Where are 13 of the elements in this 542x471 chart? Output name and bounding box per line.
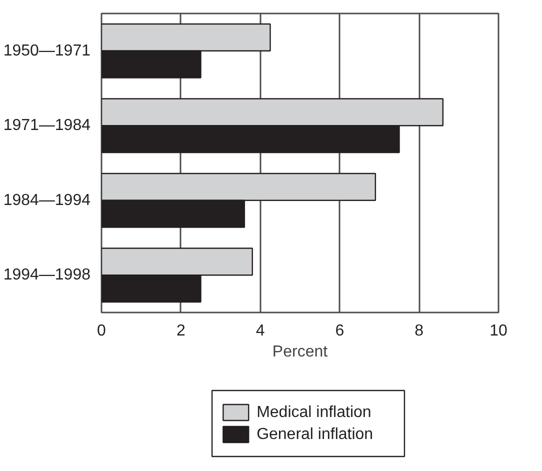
y-tick-label: 1950—1971 [3, 42, 91, 60]
y-tick-label: 1971—1984 [3, 117, 91, 134]
x-tick-label: 0 [97, 322, 106, 340]
legend-label: General inflation [256, 426, 374, 443]
x-tick-label: 2 [176, 322, 186, 340]
x-tick-label: 8 [414, 322, 424, 340]
y-tick-label: 1994—1998 [3, 266, 91, 284]
x-tick-label: 6 [335, 322, 344, 340]
x-tick-label: 10 [490, 322, 508, 340]
x-tick-label: 4 [256, 322, 265, 340]
y-tick-label: 1984—1994 [3, 192, 91, 209]
legend-label: Medical inflation [256, 404, 372, 421]
x-axis-title: Percent [272, 344, 328, 360]
